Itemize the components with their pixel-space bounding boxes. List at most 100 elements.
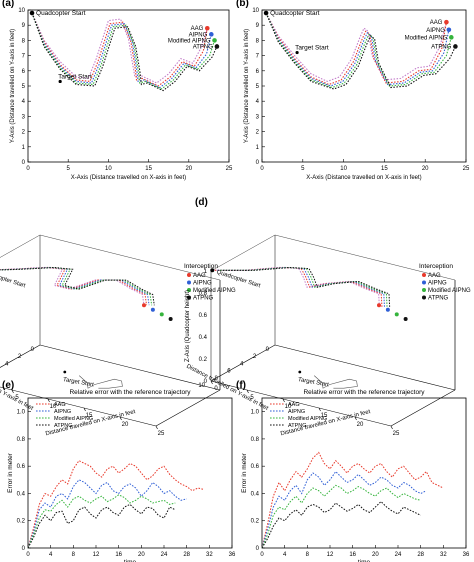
- series-line-aag: [27, 460, 204, 549]
- panel-f-relative-error: (f) Relative error with the reference tra…: [236, 380, 470, 562]
- x-tick: [246, 389, 249, 394]
- legend-title: Interception: [419, 263, 453, 270]
- series-line-aipng: [31, 12, 212, 89]
- interception-point-aipng: [209, 32, 214, 37]
- quadcopter-start-label: Quadcopter Start: [270, 10, 320, 17]
- x-tick-label: 10: [105, 166, 112, 172]
- y-tick-label: 0.4: [251, 491, 260, 497]
- legend-marker: [187, 288, 191, 292]
- y-tick-label: 5: [22, 84, 26, 90]
- trajectory-3d-atpng: [222, 266, 391, 309]
- y-tick-label: 8: [22, 38, 26, 44]
- x-tick-label: 24: [395, 552, 402, 558]
- x-axis-label: X-Axis (Distance travelled on X-axis in …: [71, 175, 186, 181]
- y-tick-label: 4: [5, 361, 9, 367]
- x-tick-label: 32: [206, 552, 213, 558]
- axis-x-floor: [39, 344, 221, 391]
- x-tick: [390, 425, 393, 430]
- series-line-modified-aipng: [261, 484, 421, 549]
- series-line-modified-aipng: [265, 12, 452, 89]
- x-tick-label: 0: [214, 386, 218, 392]
- x-tick-label: 25: [463, 166, 470, 172]
- x-tick-label: 0: [260, 552, 264, 558]
- x-tick-label: 20: [357, 422, 364, 428]
- z-tick-label: 1: [204, 269, 208, 275]
- interception-point-modified-aipng: [394, 312, 399, 317]
- y-tick-label: 0.4: [17, 491, 26, 497]
- top-back-edge: [39, 234, 221, 281]
- legend-marker: [187, 273, 191, 277]
- x-tick-label: 0: [26, 166, 30, 172]
- legend-marker: [422, 288, 426, 292]
- chart-title: Relative error with the reference trajec…: [69, 389, 191, 396]
- interception-point-atpng: [214, 44, 220, 49]
- x-tick-label: 36: [229, 552, 236, 558]
- series-line-atpng: [27, 503, 176, 549]
- legend-label: Modified AIPNG: [288, 416, 327, 422]
- interception-point-modified-aipng: [449, 35, 454, 40]
- x-tick-label: 15: [381, 166, 388, 172]
- x-tick-label: 5: [250, 395, 254, 401]
- chart-title: Relative error with the reference trajec…: [303, 389, 425, 396]
- y-tick-label: 2: [256, 130, 260, 136]
- panel-label: (a): [2, 0, 14, 9]
- axis-y-floor: [210, 380, 392, 427]
- panel-label: (e): [2, 380, 14, 391]
- axis-floor-edge: [155, 389, 221, 427]
- panel-label: (d): [195, 197, 208, 208]
- quadcopter-start-label: Quadcopter Start: [0, 269, 26, 289]
- legend-label: AIPNG: [288, 409, 305, 415]
- interception-point-aipng: [446, 27, 452, 33]
- top-left-edge: [210, 234, 276, 272]
- y-tick-label: 5: [256, 84, 260, 90]
- x-tick: [119, 416, 122, 421]
- z-axis-label: Z-Axis (Quadcopter height): [185, 290, 191, 362]
- z-tick-label: 0.2: [199, 357, 208, 363]
- y-tick-label: 1: [256, 145, 260, 151]
- x-tick-label: 32: [440, 552, 447, 558]
- panel-b-trajectory-2d: (b) 0 5 10 15 20 25 0 1 2 3 4 5 6 7 8 9 10 X-Axis (Distanc…: [236, 0, 470, 181]
- y-tick-label: 0: [256, 546, 260, 552]
- legend-label: Modified AIPNG: [54, 416, 93, 422]
- series-line-aipng: [261, 470, 427, 549]
- quadcopter-start-point: [263, 10, 269, 16]
- interception-point-aag: [377, 303, 381, 308]
- x-tick-label: 5: [15, 395, 19, 401]
- target-start-point: [295, 50, 299, 55]
- panel-d-trajectory-3d: (d)0510152025024681000.20.40.60.81Distan…: [185, 197, 471, 437]
- legend-marker: [187, 280, 191, 285]
- x-tick-label: 12: [327, 552, 334, 558]
- target-start-label: Target Start: [62, 377, 94, 388]
- panel-label: (b): [236, 0, 249, 9]
- y-tick-label: 0.8: [17, 437, 26, 443]
- y-tick-label: 6: [22, 69, 26, 75]
- trajectory-3d-atpng: [0, 266, 155, 306]
- series-line-aipng: [27, 479, 187, 549]
- y-tick-label: 8: [214, 376, 218, 382]
- interception-point-atpng: [403, 317, 408, 321]
- x-tick: [47, 398, 50, 403]
- interception-point-aag: [444, 19, 449, 25]
- target-start-point: [298, 370, 302, 374]
- axis-floor-edge: [210, 344, 276, 382]
- legend-marker: [422, 280, 426, 285]
- floor-projection: [78, 375, 123, 389]
- y-tick-label: 0: [256, 160, 260, 166]
- interception-point-aipng: [385, 307, 390, 312]
- x-tick-label: 10: [285, 404, 292, 410]
- interception-label: AAG: [191, 26, 204, 32]
- interception-label: Modified AIPNG: [168, 38, 211, 44]
- x-tick: [83, 407, 86, 412]
- axis-x-floor: [274, 344, 456, 391]
- y-axis-label: Error in meter: [7, 452, 14, 493]
- legend-marker: [422, 295, 426, 300]
- interception-point-modified-aipng: [159, 312, 164, 317]
- series-line-aipng: [265, 12, 450, 87]
- axis-floor-edge: [390, 389, 456, 427]
- z-tick-label: 0: [204, 379, 208, 385]
- x-tick-label: 25: [226, 166, 233, 172]
- y-tick-label: 10: [198, 383, 205, 389]
- y-tick-label: 1: [22, 145, 26, 151]
- y-tick-label: 8: [256, 38, 260, 44]
